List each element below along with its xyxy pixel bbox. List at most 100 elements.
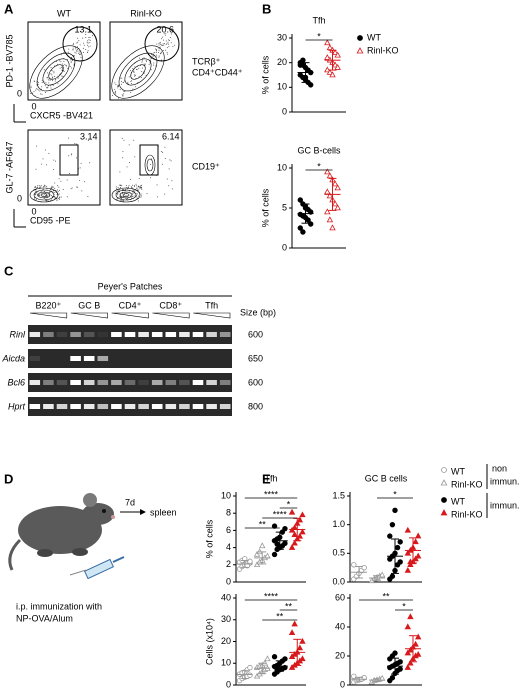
event [67,68,69,70]
data-point [414,552,422,559]
event [51,196,53,198]
event [153,52,155,54]
event [89,42,91,44]
event [119,171,121,173]
event [123,90,125,92]
event [79,167,81,169]
band [57,356,68,361]
event [117,85,119,87]
event [50,79,52,81]
event [45,91,47,93]
data-point [329,71,336,78]
event [128,162,130,164]
event [153,64,155,66]
event [45,82,47,84]
event [167,53,169,55]
data-point [414,532,422,539]
event [61,66,63,68]
event [161,44,163,46]
data-point [407,646,414,653]
event [58,178,60,180]
event [54,191,56,193]
event [53,159,55,161]
event [63,70,65,72]
band [125,356,136,361]
event [38,89,40,91]
event [119,191,121,193]
event [156,196,158,198]
event [76,143,78,145]
event [59,197,61,199]
data-point [308,82,314,88]
band [97,380,109,385]
event [162,39,164,41]
event [168,168,170,170]
event [156,49,158,51]
gate-value: 20.6 [156,24,174,34]
event [115,186,117,188]
event [63,52,65,54]
event [168,46,170,48]
event [139,57,141,59]
dilution-wedge [29,312,68,319]
event [123,193,125,195]
event [48,152,50,154]
event [118,184,120,186]
event [136,193,138,195]
data-point [331,61,339,68]
y-tick-label: 4 [226,542,231,552]
event [57,63,59,65]
band [219,332,231,337]
caption: i.p. immunization with [16,601,102,611]
event [79,53,81,55]
event [161,59,163,61]
band-size: 600 [248,377,263,387]
event [40,93,42,95]
event [114,88,116,90]
event [121,138,123,140]
event [159,46,161,48]
event [60,61,62,63]
mouse-schematic [8,493,146,580]
event [117,194,119,196]
gate-value: 6.14 [162,131,180,141]
event [164,158,166,160]
event [54,182,56,184]
event [41,82,43,84]
event [67,51,69,53]
event [168,43,170,45]
y-axis-label: % of cells [260,55,270,94]
flow-plot [27,21,101,101]
event [158,49,160,51]
event [33,198,35,200]
axis-zero: 0 [31,101,36,111]
event [115,90,117,92]
event [156,43,158,45]
event [44,149,46,151]
contour [124,58,152,86]
event [172,46,174,48]
y-tick-label: 8 [226,508,231,518]
event [165,40,167,42]
event [132,70,134,72]
event [133,139,135,141]
event [159,41,161,43]
event [57,77,59,79]
event [171,188,173,190]
event [128,185,130,187]
event [75,52,77,54]
event [35,198,37,200]
significance: **** [264,591,279,601]
event [156,184,158,186]
data-point [331,200,339,207]
event [45,192,47,194]
data-point [334,51,341,58]
dilution-wedge [111,312,149,319]
event [121,77,123,79]
event [33,91,35,93]
event [43,69,45,71]
event [48,194,50,196]
significance: * [402,601,406,611]
band [138,380,149,385]
event [43,193,45,195]
